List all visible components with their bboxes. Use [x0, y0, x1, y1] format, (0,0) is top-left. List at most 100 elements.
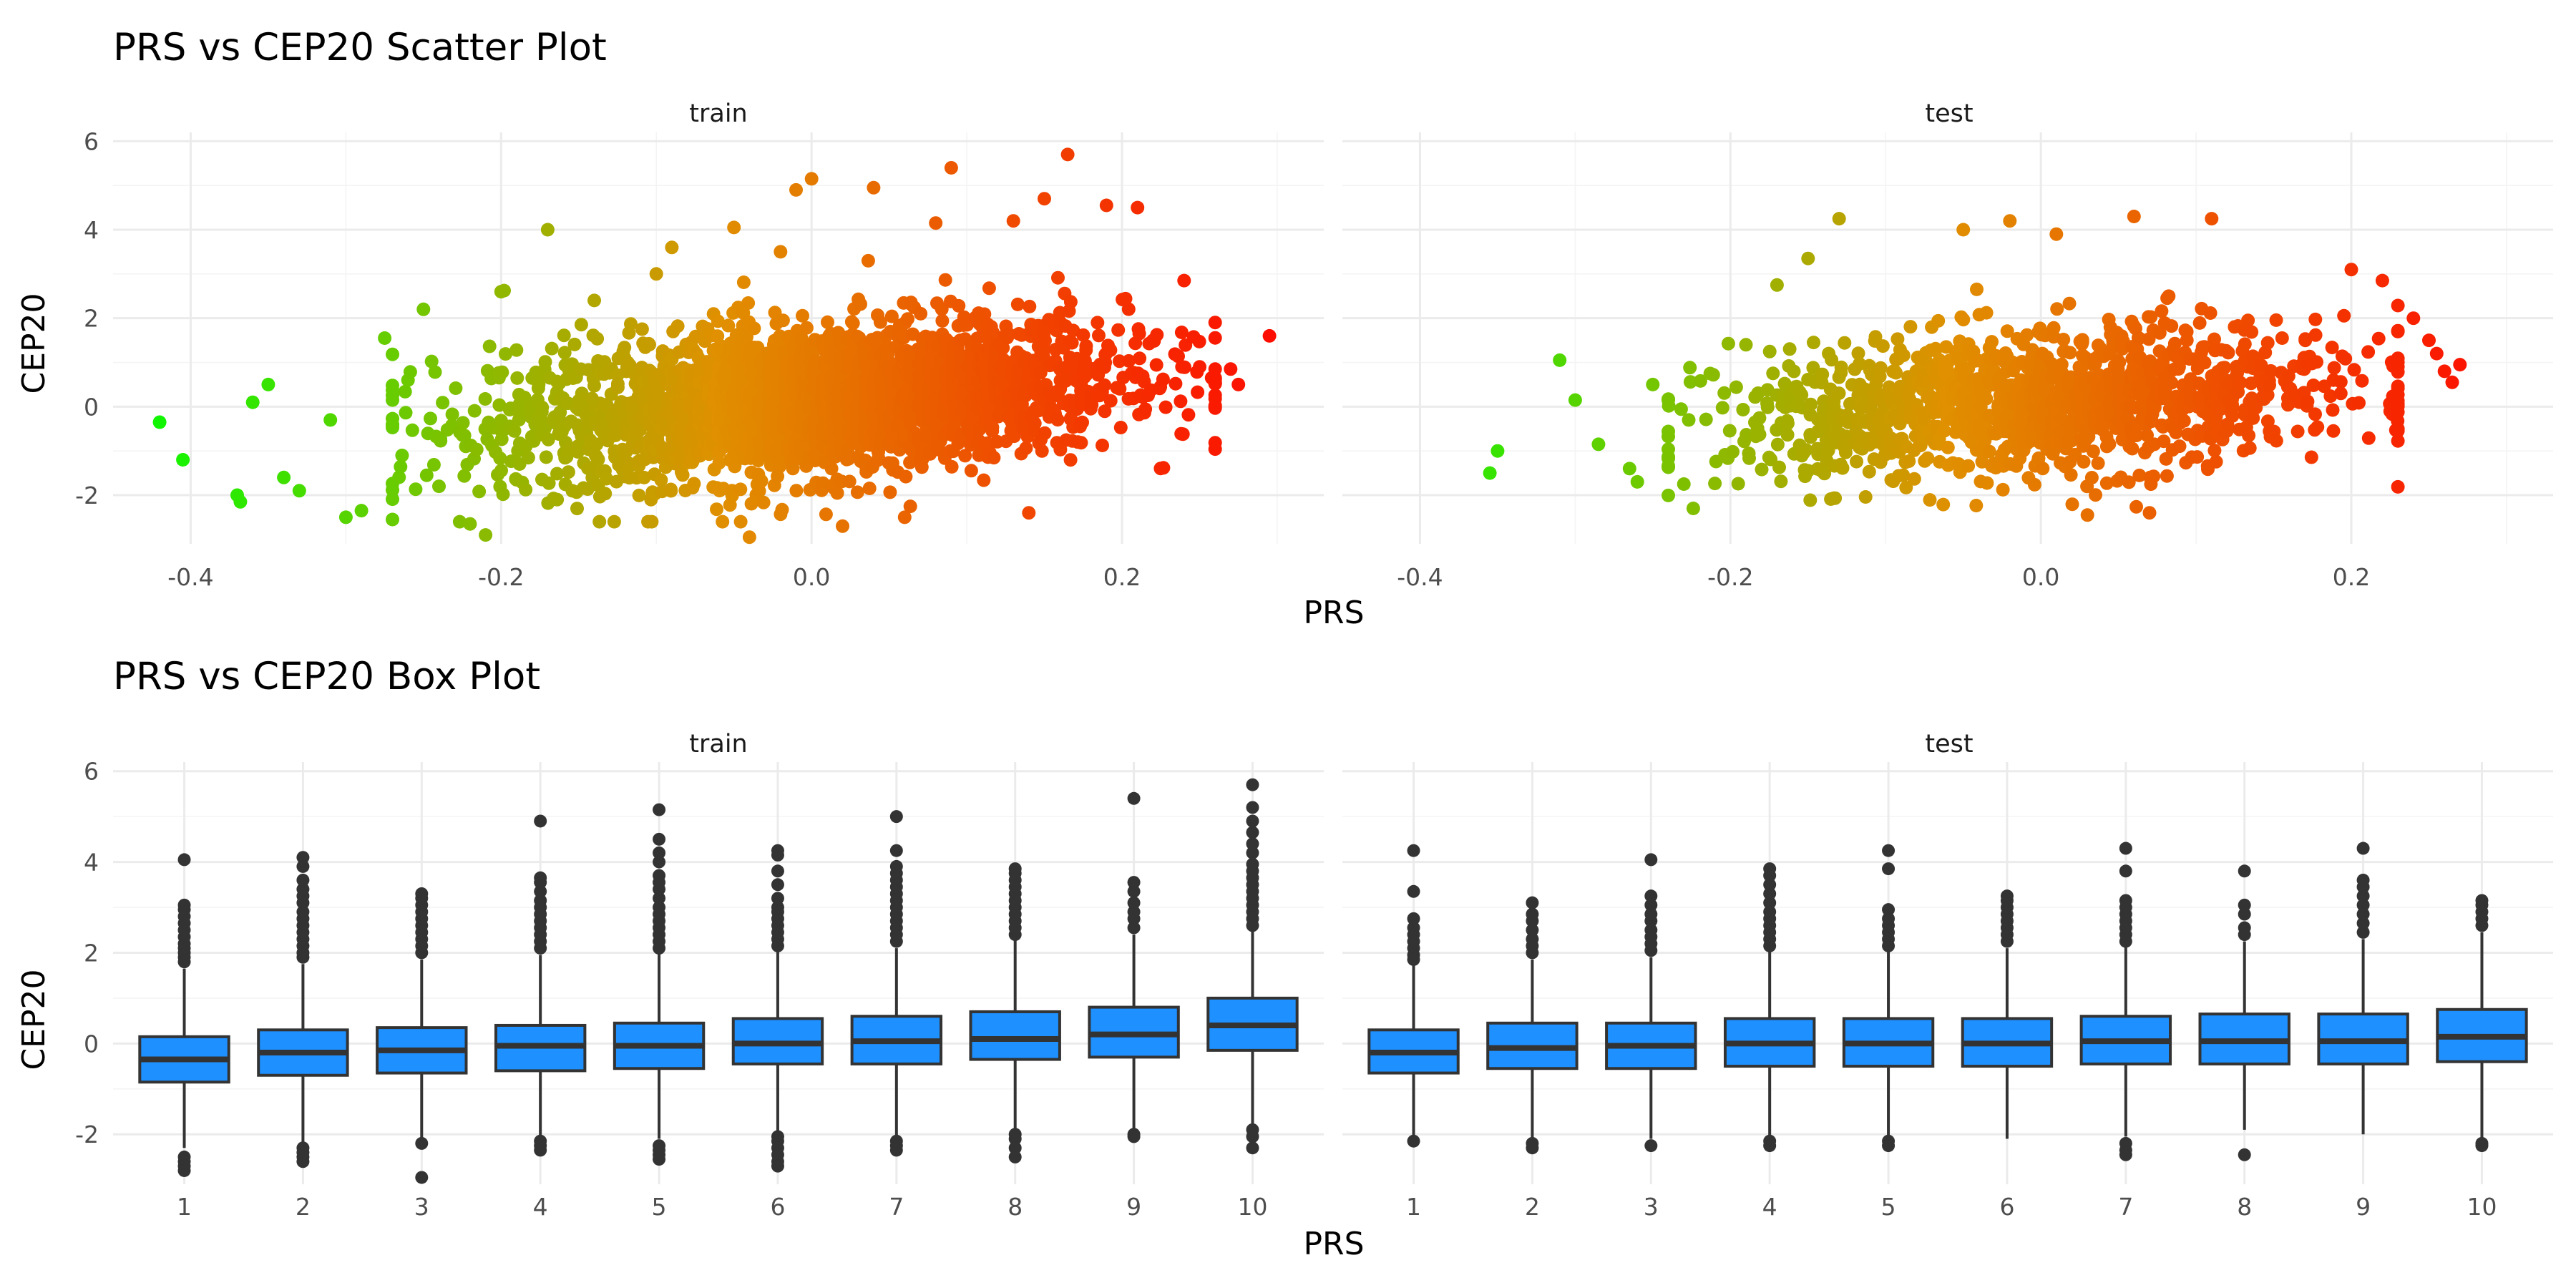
box-plot-title: PRS vs CEP20 Box Plot	[113, 655, 540, 698]
scatter-point	[996, 341, 1010, 355]
box-outlier	[177, 898, 191, 912]
scatter-point	[2192, 316, 2207, 330]
scatter-point	[1075, 415, 1089, 429]
scatter-point	[2003, 214, 2017, 228]
scatter-point	[1770, 278, 1784, 292]
box-outlier	[415, 1171, 429, 1184]
scatter-point	[958, 449, 972, 463]
scatter-point	[1169, 376, 1183, 391]
scatter-point	[1726, 444, 1740, 459]
box-outlier	[1127, 791, 1141, 805]
scatter-point	[1065, 336, 1079, 350]
scatter-point	[587, 293, 601, 308]
box-outlier	[534, 814, 547, 828]
box-outlier	[1526, 907, 1539, 921]
box-outlier	[1008, 1150, 1022, 1163]
scatter-point	[747, 321, 761, 336]
scatter-point	[897, 510, 912, 525]
scatter-point	[449, 381, 463, 395]
scatter-point	[545, 341, 559, 356]
scatter-point	[1982, 444, 1996, 459]
scatter-point	[378, 331, 392, 345]
scatter-point	[867, 180, 881, 195]
scatter-point	[1662, 424, 1675, 439]
scatter-point	[416, 302, 431, 316]
scatter-point	[796, 308, 809, 323]
scatter-point	[872, 451, 886, 465]
scatter-point	[479, 528, 493, 542]
scatter-point	[2242, 429, 2256, 443]
scatter-point	[495, 365, 509, 379]
scatter-point	[1980, 476, 1994, 490]
scatter-point	[1591, 437, 1606, 452]
box-outlier	[1407, 912, 1420, 925]
scatter-point	[952, 298, 966, 313]
box-outlier	[2356, 873, 2370, 887]
scatter-point	[2062, 296, 2077, 311]
scatter-point	[432, 479, 446, 494]
scatter-point	[883, 485, 897, 499]
scatter-point	[2102, 437, 2117, 452]
scatter-point	[354, 504, 369, 518]
box-outlier	[2119, 1148, 2132, 1161]
x-tick-label: 3	[414, 1193, 429, 1221]
scatter-point	[553, 405, 567, 419]
scatter-point	[1862, 464, 1876, 479]
x-tick-label: 4	[533, 1193, 548, 1221]
scatter-point	[1835, 461, 1850, 475]
scatter-point	[1782, 342, 1797, 356]
y-tick-label: 2	[84, 939, 99, 967]
scatter-point	[2241, 313, 2255, 328]
scatter-point	[452, 514, 467, 529]
scatter-point	[1174, 394, 1188, 409]
scatter-point	[1736, 403, 1750, 416]
scatter-point	[2308, 407, 2322, 421]
scatter-point	[884, 309, 899, 323]
box-outlier	[889, 810, 903, 824]
scatter-point	[1677, 477, 1691, 491]
scatter-strip-train: train	[689, 99, 747, 128]
box-strip-train: train	[689, 730, 747, 758]
scatter-point	[510, 371, 525, 385]
scatter-point	[1028, 416, 1042, 431]
scatter-point	[1774, 474, 1788, 489]
box-outlier	[1246, 778, 1259, 791]
scatter-point	[914, 306, 928, 321]
scatter-point	[1022, 506, 1036, 520]
x-tick-label: 7	[2118, 1193, 2133, 1221]
scatter-point	[1181, 408, 1196, 422]
scatter-point	[1931, 313, 1946, 328]
box-outlier	[1127, 1130, 1141, 1143]
scatter-point	[405, 423, 419, 437]
scatter-point	[598, 487, 613, 501]
scatter-point	[649, 267, 663, 281]
box-outlier	[2119, 894, 2132, 907]
scatter-point	[1941, 440, 1955, 454]
scatter-plot-title: PRS vs CEP20 Scatter Plot	[113, 26, 607, 69]
scatter-point	[550, 467, 564, 481]
scatter-point	[844, 341, 859, 355]
scatter-point	[1553, 353, 1567, 367]
scatter-point	[1961, 459, 1976, 473]
scatter-point	[519, 482, 533, 497]
scatter-point	[675, 468, 690, 482]
scatter-point	[977, 307, 992, 321]
box-panel-test	[1342, 762, 2553, 1184]
scatter-point	[557, 346, 572, 360]
scatter-point	[2075, 335, 2089, 349]
scatter-point	[478, 392, 492, 406]
scatter-point	[710, 502, 723, 517]
box-outlier	[177, 853, 191, 867]
scatter-point	[1985, 335, 1999, 349]
scatter-point	[1731, 477, 1745, 491]
scatter-point	[574, 318, 588, 332]
scatter-point	[2269, 313, 2283, 327]
scatter-point	[712, 456, 726, 470]
scatter-point	[1646, 377, 1660, 391]
scatter-point	[424, 354, 439, 369]
scatter-point	[2238, 337, 2252, 351]
scatter-point	[539, 450, 553, 464]
box-x-axis-title: PRS	[1303, 1226, 1364, 1262]
box-outlier	[1882, 903, 1896, 917]
scatter-point	[1483, 466, 1497, 480]
